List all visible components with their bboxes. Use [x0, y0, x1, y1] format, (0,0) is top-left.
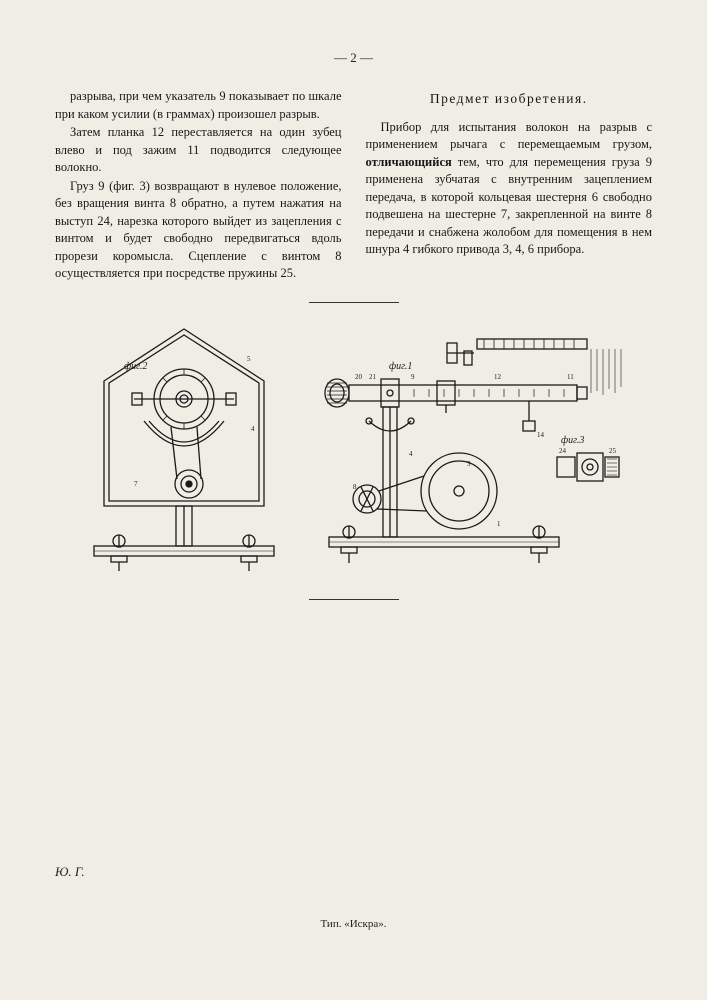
svg-text:5: 5: [247, 355, 251, 363]
svg-text:14: 14: [537, 431, 545, 439]
figures: фиг.2: [55, 321, 652, 581]
section-title: Предмет изобретения.: [366, 90, 653, 109]
svg-text:9: 9: [411, 373, 415, 381]
svg-text:21: 21: [369, 373, 377, 381]
figure-1-drawing: фиг.1: [319, 321, 629, 581]
svg-text:3: 3: [467, 460, 471, 468]
svg-text:25: 25: [609, 447, 617, 455]
svg-text:7: 7: [134, 480, 138, 488]
svg-text:8: 8: [353, 483, 357, 491]
svg-text:12: 12: [494, 373, 502, 381]
svg-text:11: 11: [567, 373, 574, 381]
left-p2: Затем планка 12 переставляется на один з…: [55, 124, 342, 177]
page-number: — 2 —: [55, 50, 652, 66]
svg-text:фиг.2: фиг.2: [124, 361, 147, 372]
svg-text:фиг.3: фиг.3: [561, 435, 584, 446]
svg-text:24: 24: [559, 447, 567, 455]
left-p1: разрыва, при чем указатель 9 показывает …: [55, 88, 342, 123]
footer-center: Тип. «Искра».: [0, 918, 707, 930]
text-columns: разрыва, при чем указатель 9 показывает …: [55, 88, 652, 284]
svg-text:фиг.1: фиг.1: [389, 361, 412, 372]
svg-text:1: 1: [497, 520, 501, 528]
svg-text:4: 4: [409, 450, 413, 458]
right-column: Предмет изобретения. Прибор для испытани…: [366, 88, 653, 284]
footer-left: Ю. Г.: [55, 864, 85, 880]
left-p3: Груз 9 (фиг. 3) возвращают в нулевое пол…: [55, 178, 342, 283]
left-column: разрыва, при чем указатель 9 показывает …: [55, 88, 342, 284]
figure-1-3: фиг.1: [319, 321, 629, 581]
figure-2: фиг.2: [79, 321, 289, 581]
divider: [55, 302, 652, 303]
svg-text:4: 4: [251, 425, 255, 433]
svg-text:20: 20: [355, 373, 363, 381]
figure-2-drawing: фиг.2: [79, 321, 289, 581]
divider-bottom: [55, 599, 652, 600]
right-p1: Прибор для испытания волокон на разрыв с…: [366, 119, 653, 259]
